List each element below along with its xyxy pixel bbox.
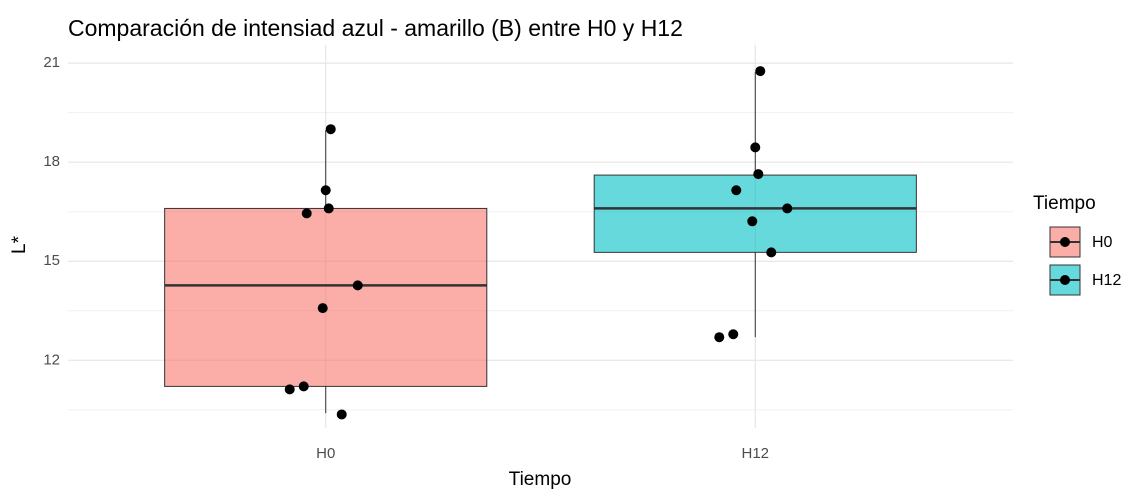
point: [301, 208, 312, 219]
legend-key-point: [1060, 275, 1070, 285]
point: [323, 203, 334, 214]
point: [298, 381, 309, 392]
point: [755, 66, 766, 77]
point: [766, 247, 777, 258]
legend-label: H0: [1092, 234, 1113, 251]
point: [284, 384, 295, 395]
y-tick-label: 18: [43, 153, 60, 170]
y-axis-label: L*: [9, 235, 30, 254]
point: [731, 185, 742, 196]
x-tick-label: H0: [316, 445, 335, 462]
y-tick-label: 15: [43, 252, 60, 269]
y-tick-label: 12: [43, 351, 60, 368]
point: [714, 332, 725, 343]
point: [325, 124, 336, 135]
y-tick-label: 21: [43, 54, 60, 71]
chart-title: Comparación de intensiad azul - amarillo…: [68, 15, 683, 41]
legend-key-point: [1060, 237, 1070, 247]
x-axis-label: Tiempo: [509, 469, 572, 490]
point: [750, 142, 761, 153]
point: [320, 185, 331, 196]
point: [782, 203, 793, 214]
box: [593, 174, 917, 253]
legend-label: H12: [1092, 272, 1121, 289]
box: [164, 207, 488, 387]
legend-title: Tiempo: [1033, 193, 1096, 214]
point: [352, 280, 363, 291]
point: [728, 329, 739, 340]
point: [753, 169, 764, 180]
point: [336, 409, 347, 420]
point: [317, 303, 328, 314]
x-tick-label: H12: [742, 445, 770, 462]
point: [747, 216, 758, 227]
